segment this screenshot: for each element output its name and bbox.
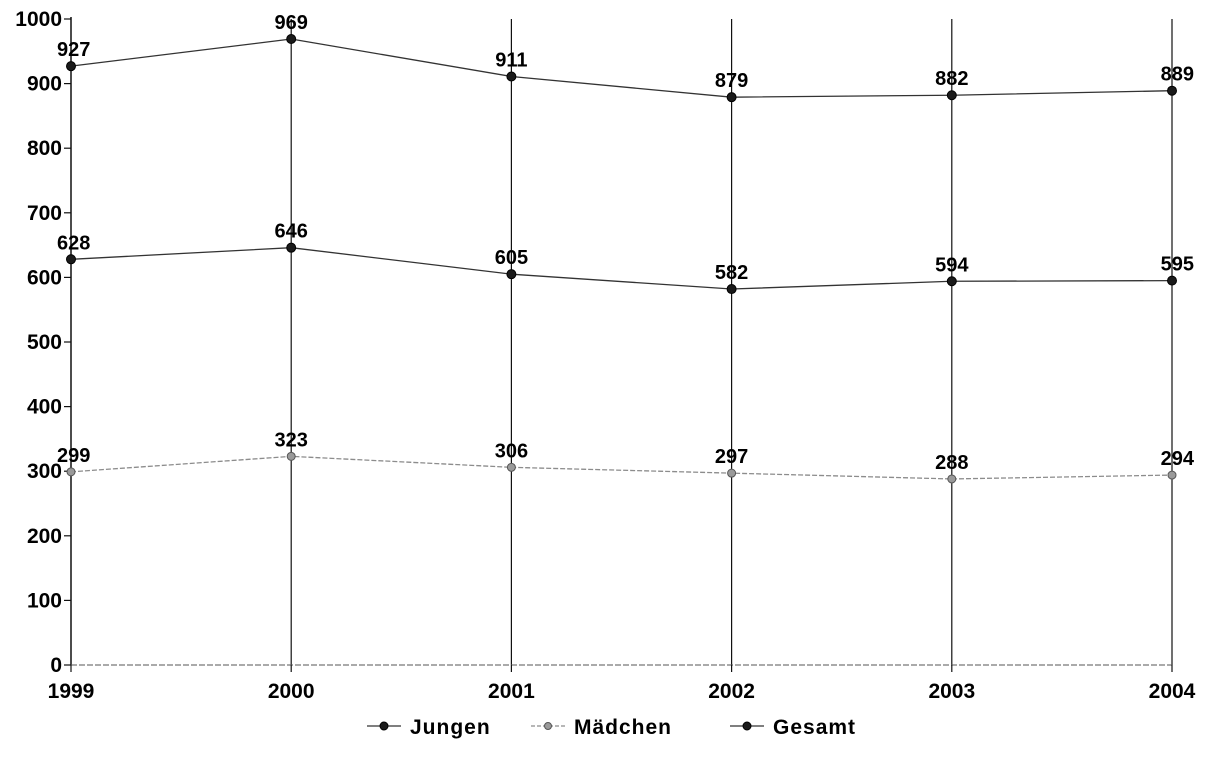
legend-label: Gesamt (773, 716, 856, 739)
x-tick-label: 2004 (1149, 680, 1196, 703)
data-point (1167, 470, 1177, 480)
series-line-2 (70, 455, 1173, 480)
data-point (66, 61, 76, 72)
grid (290, 19, 1173, 665)
y-tick-label: 1000 (15, 8, 62, 31)
data-label: 323 (275, 429, 308, 451)
legend: Jungen Mädchen Gesamt (367, 716, 856, 739)
x-tick-label: 2002 (708, 680, 755, 703)
x-tick-label: 2001 (488, 680, 535, 703)
y-tick-label: 0 (50, 654, 62, 677)
legend-marker (379, 721, 389, 731)
data-label: 882 (935, 68, 968, 90)
data-label: 605 (495, 247, 528, 269)
legend-label: Mädchen (574, 716, 672, 739)
data-label: 879 (715, 70, 748, 92)
data-label: 927 (57, 39, 90, 61)
x-tick-label: 1999 (48, 680, 95, 703)
data-point (506, 462, 516, 472)
data-point (66, 254, 76, 265)
data-label: 911 (495, 49, 527, 71)
data-label: 646 (275, 221, 308, 243)
y-tick-label: 400 (27, 396, 62, 419)
data-point (947, 474, 957, 484)
data-label: 306 (495, 440, 528, 462)
y-tick-label: 300 (27, 460, 62, 483)
axes: 0 100 200 300 400 500 600 700 800 900 1000 1999 2000… (15, 8, 1195, 703)
data-label: 628 (57, 232, 90, 254)
data-point (727, 468, 737, 478)
y-tick-label: 700 (27, 202, 62, 225)
data-point (286, 451, 296, 461)
data-labels: 628 646 605 582 594 595 299 323 306 297 288 294 927 9… (57, 12, 1195, 474)
y-tick-label: 600 (27, 266, 62, 289)
data-label: 294 (1161, 448, 1195, 470)
legend-label: Jungen (410, 716, 491, 739)
data-point (1167, 85, 1177, 96)
y-tick-label: 800 (27, 137, 62, 160)
data-point (726, 92, 737, 103)
x-tick-label: 2000 (268, 680, 315, 703)
y-tick-label: 900 (27, 73, 62, 96)
data-point (506, 269, 517, 280)
data-label: 969 (275, 12, 308, 34)
data-point (66, 467, 76, 477)
legend-marker (544, 722, 552, 730)
data-point (506, 71, 517, 82)
data-point (1167, 275, 1177, 286)
y-tick-label: 200 (27, 525, 62, 548)
x-tick-label: 2003 (928, 680, 975, 703)
data-point (946, 276, 957, 287)
series-group (66, 34, 1177, 484)
data-point (286, 34, 297, 45)
data-label: 297 (715, 446, 748, 468)
data-label: 299 (57, 445, 90, 467)
y-tick-label: 100 (27, 589, 62, 612)
y-tick-label: 500 (27, 331, 62, 354)
data-label: 889 (1161, 64, 1194, 86)
legend-marker (742, 721, 752, 731)
data-label: 288 (935, 452, 968, 474)
series-line-1 (70, 247, 1173, 290)
data-point (946, 90, 957, 101)
data-label: 582 (715, 262, 748, 284)
data-label: 594 (935, 254, 969, 276)
data-point (726, 284, 737, 295)
series-line-3 (70, 38, 1173, 98)
data-point (286, 242, 297, 253)
data-label: 595 (1161, 254, 1194, 276)
